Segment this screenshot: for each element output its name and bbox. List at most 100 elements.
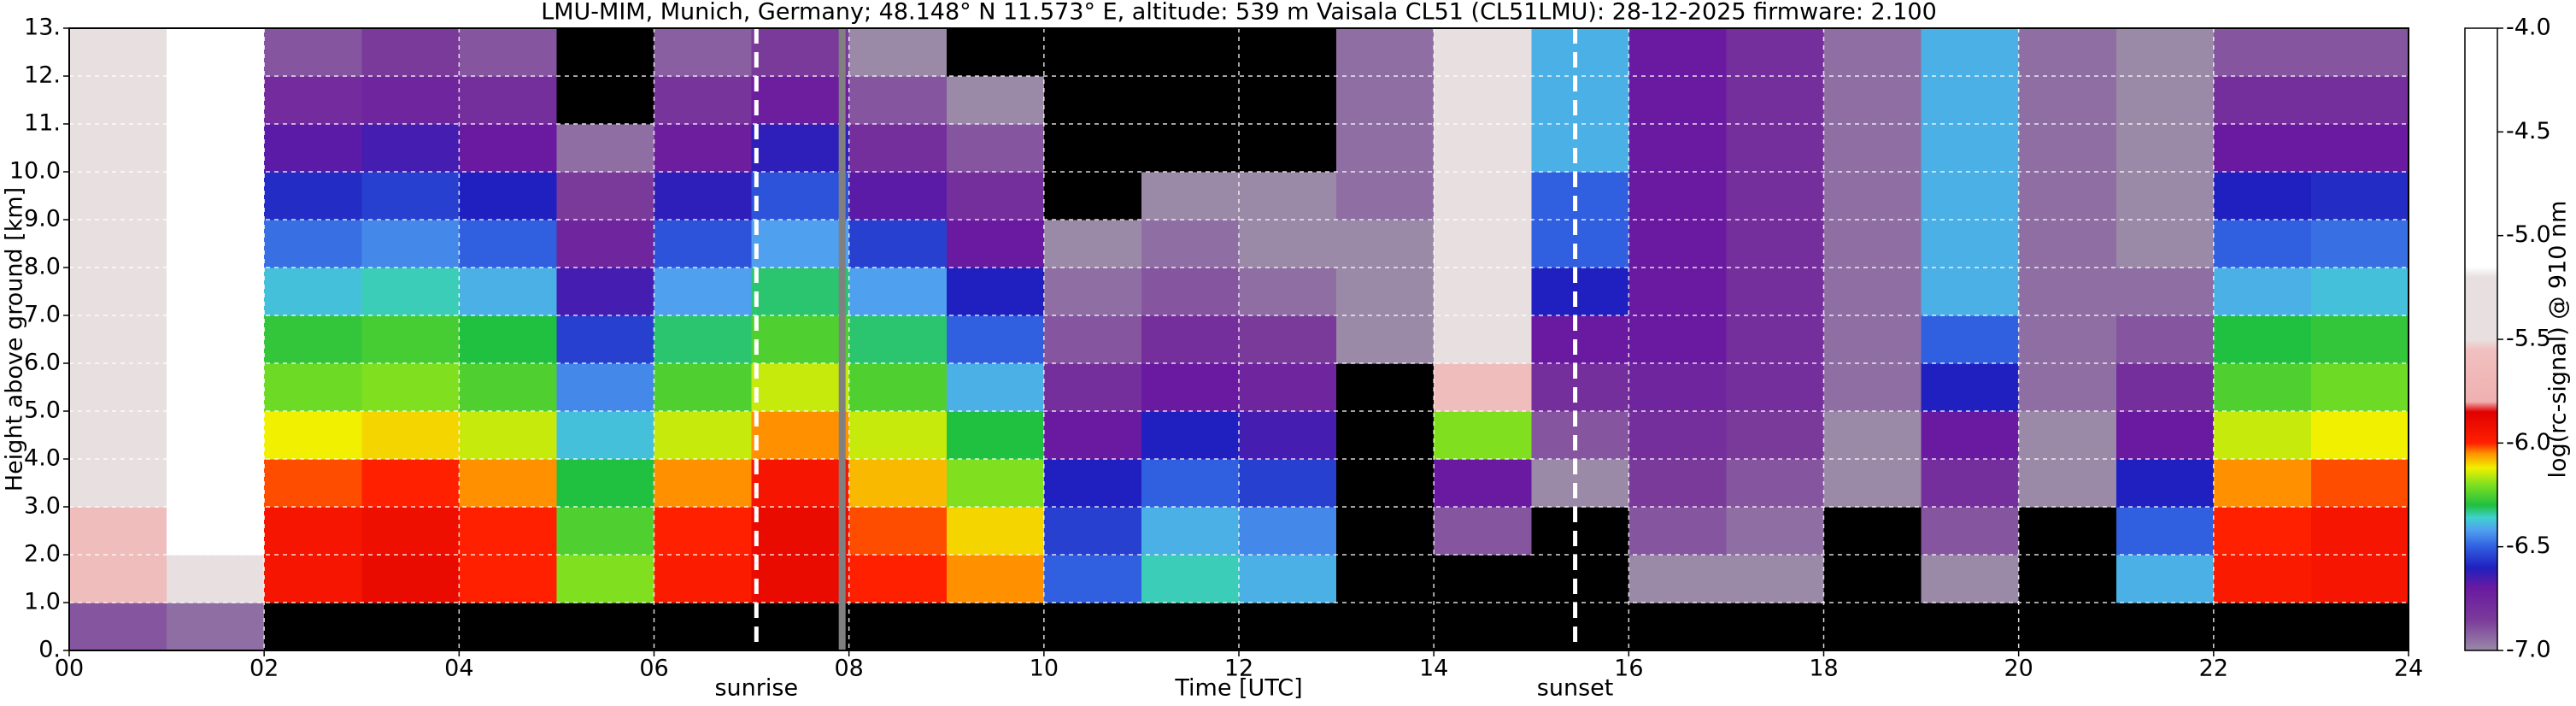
heatmap-cell: [848, 459, 948, 508]
heatmap-cell: [654, 507, 753, 556]
heatmap-cell: [1043, 76, 1142, 125]
heatmap-cell: [1628, 220, 1727, 268]
colorbar: [2464, 27, 2498, 651]
heatmap-cell: [2018, 603, 2117, 651]
heatmap-cell: [167, 28, 265, 77]
heatmap-cell: [2310, 124, 2409, 173]
heatmap-cell: [1141, 172, 1240, 221]
heatmap-cell: [1726, 555, 1824, 603]
heatmap-cell: [2310, 555, 2409, 603]
heatmap-cell: [556, 555, 654, 603]
heatmap-cell: [1336, 28, 1435, 77]
heatmap-cell: [69, 220, 167, 268]
heatmap-cell: [848, 603, 948, 651]
x-tick-label: 02: [249, 656, 279, 682]
x-axis-label: Time [UTC]: [1174, 675, 1302, 702]
heatmap-cell: [69, 411, 167, 460]
heatmap-cell: [459, 124, 557, 173]
heatmap-cell: [848, 268, 948, 316]
heatmap-cell: [1336, 220, 1435, 268]
heatmap-cell: [1336, 172, 1435, 221]
y-tick-label: 11.: [24, 110, 61, 137]
colorbar-tick-label: -4.5: [2506, 118, 2551, 144]
heatmap-cell: [2018, 507, 2117, 556]
heatmap-cell: [2310, 76, 2409, 125]
heatmap-cell: [1531, 172, 1629, 221]
y-tick-label: 12.: [24, 62, 61, 89]
heatmap-cell: [1239, 124, 1337, 173]
heatmap-cell: [1434, 220, 1532, 268]
heatmap-cell: [167, 603, 265, 651]
heatmap-cell: [1434, 363, 1532, 412]
heatmap-cell: [751, 555, 850, 603]
colorbar-label: log(rc-signal) @ 910 nm: [2545, 201, 2572, 479]
heatmap-cell: [1043, 603, 1142, 651]
heatmap-cell: [1726, 76, 1824, 125]
heatmap-cell: [946, 220, 1045, 268]
heatmap-cell: [1141, 315, 1240, 364]
heatmap-cell: [1336, 603, 1435, 651]
heatmap-cell: [1434, 268, 1532, 316]
heatmap-cell: [946, 555, 1045, 603]
heatmap-cell: [1043, 555, 1142, 603]
heatmap-cell: [2213, 555, 2312, 603]
heatmap-cell: [1239, 459, 1337, 508]
heatmap-cell: [1434, 603, 1532, 651]
heatmap-cell: [459, 28, 557, 77]
heatmap-cell: [848, 315, 948, 364]
heatmap-cell: [2115, 268, 2215, 316]
heatmap-cell: [167, 315, 265, 364]
heatmap-cell: [556, 268, 654, 316]
heatmap-cell: [1141, 220, 1240, 268]
heatmap-cell: [2213, 28, 2312, 77]
heatmap-cell: [167, 172, 265, 221]
heatmap-cell: [2310, 363, 2409, 412]
heatmap-cell: [1823, 315, 1922, 364]
heatmap-cell: [556, 315, 654, 364]
heatmap-cell: [459, 603, 557, 651]
heatmap-cell: [654, 411, 753, 460]
heatmap-cell: [2310, 507, 2409, 556]
heatmap-cell: [167, 555, 265, 603]
heatmap-cell: [459, 459, 557, 508]
heatmap-cell: [69, 124, 167, 173]
heatmap-cell: [1336, 507, 1435, 556]
heatmap-cell: [1336, 555, 1435, 603]
heatmap-cell: [2115, 172, 2215, 221]
heatmap-cell: [654, 363, 753, 412]
heatmap-cell: [2115, 603, 2215, 651]
heatmap-cell: [654, 28, 753, 77]
heatmap-cell: [167, 76, 265, 125]
heatmap-cell: [2310, 28, 2409, 77]
heatmap-cell: [1141, 363, 1240, 412]
heatmap-cell: [1434, 124, 1532, 173]
heatmap-cell: [1726, 220, 1824, 268]
y-tick-label: 4.0: [24, 445, 61, 472]
heatmap-cell: [1921, 459, 2020, 508]
heatmap-cell: [556, 28, 654, 77]
heatmap-cell: [264, 507, 362, 556]
colorbar-tick-label: -5.0: [2506, 221, 2551, 248]
colorbar-tick-label: -6.0: [2506, 429, 2551, 456]
heatmap-cell: [946, 507, 1045, 556]
heatmap-cell: [1141, 268, 1240, 316]
heatmap-cell: [1921, 507, 2020, 556]
heatmap-cell: [1921, 315, 2020, 364]
heatmap-cell: [1921, 220, 2020, 268]
heatmap-cell: [1531, 555, 1629, 603]
heatmap-cell: [264, 28, 362, 77]
heatmap-cell: [848, 172, 948, 221]
heatmap-cell: [167, 363, 265, 412]
heatmap-cell: [1628, 363, 1727, 412]
heatmap-cell: [654, 124, 753, 173]
heatmap-cell: [1434, 411, 1532, 460]
colorbar-tick-label: -6.5: [2506, 532, 2551, 559]
heatmap-cell: [1043, 124, 1142, 173]
heatmap-cell: [167, 459, 265, 508]
heatmap-cell: [751, 172, 850, 221]
chart-title: LMU-MIM, Munich, Germany; 48.148° N 11.5…: [541, 0, 1937, 26]
heatmap-cell: [1336, 124, 1435, 173]
heatmap-cell: [1239, 268, 1337, 316]
y-tick-label: 6.0: [24, 350, 61, 376]
x-tick-label: 04: [444, 656, 473, 682]
